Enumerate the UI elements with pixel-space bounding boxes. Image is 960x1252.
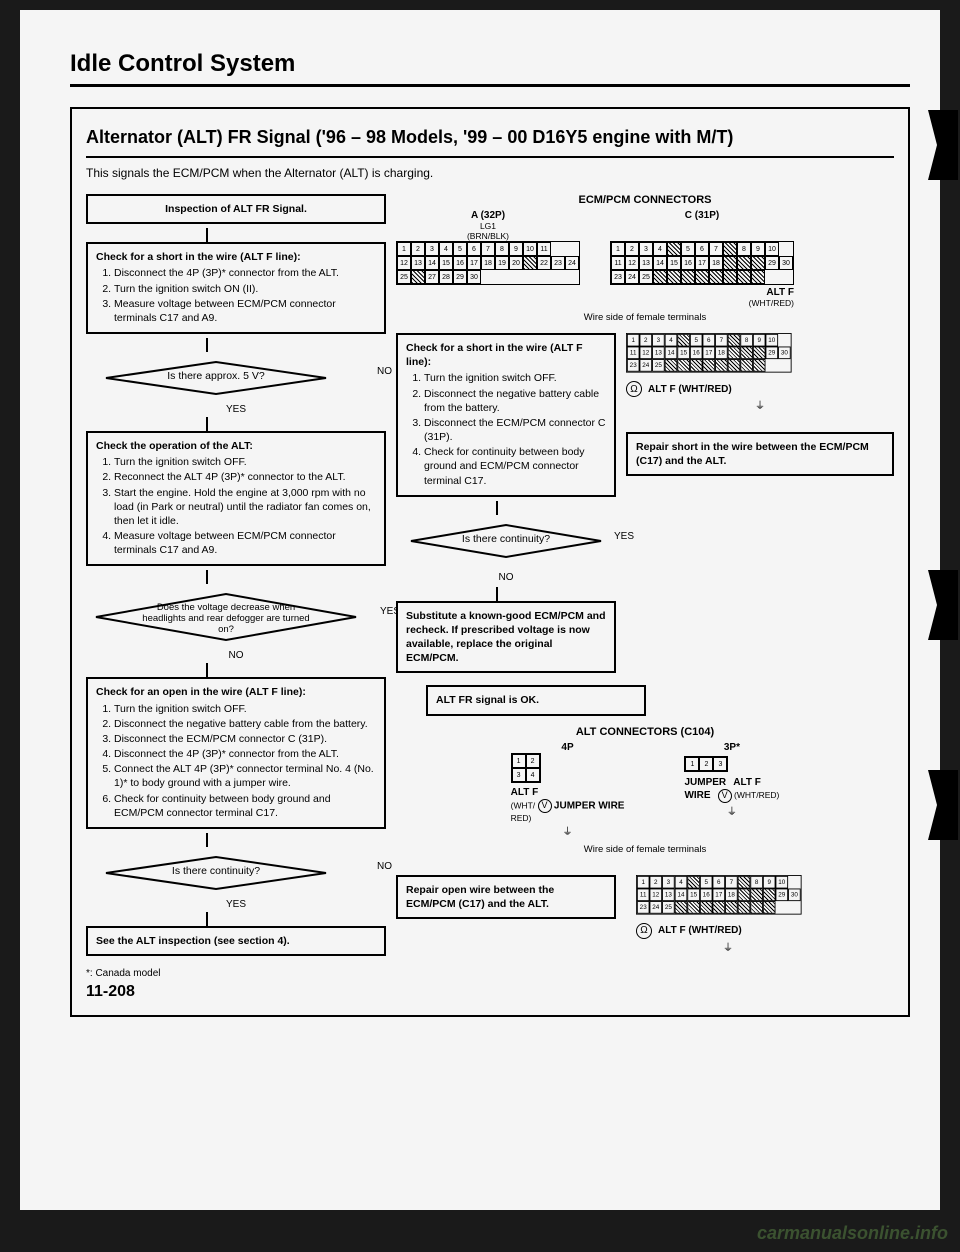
- connector-c31p-bottom: 1234567891011121314151617182930232425 Ω …: [636, 875, 820, 954]
- watermark-text: carmanualsonline.info: [757, 1223, 948, 1244]
- flow-box-alt-fr-ok: ALT FR signal is OK.: [426, 685, 646, 715]
- flow-box-check-alt-operation: Check the operation of the ALT: Turn the…: [86, 431, 386, 566]
- ground-icon: ⏚: [511, 823, 625, 838]
- flow-box-repair-short: Repair short in the wire between the ECM…: [626, 432, 894, 476]
- flow-connector: [206, 570, 386, 584]
- yes-label: YES: [86, 404, 386, 415]
- ecm-connectors-title: ECM/PCM CONNECTORS: [396, 194, 894, 206]
- decision-continuity-1: Is there continuity? NO: [86, 855, 386, 891]
- flow-connector: [206, 663, 386, 677]
- connector-4p: 4P 1 2 3 4 ALT F: [511, 742, 625, 838]
- omega-icon: Ω: [626, 381, 642, 397]
- flow-connector: [206, 912, 386, 926]
- yes-label: YES: [86, 899, 386, 910]
- connector-c31p-side: 1234567891011121314151617182930232425 Ω …: [626, 333, 894, 412]
- flowchart-column: Inspection of ALT FR Signal. Check for a…: [86, 194, 386, 960]
- diagram-column: ECM/PCM CONNECTORS A (32P) LG1(BRN/BLK) …: [396, 194, 894, 960]
- footnote-text: *: Canada model: [86, 968, 894, 979]
- omega-icon: Ω: [636, 923, 652, 939]
- page-title: Idle Control System: [70, 50, 910, 87]
- connector-3p: 3P* 1 2 3 JUMPER ALT F WIRE V (WHT/RED): [684, 742, 779, 838]
- flow-box-repair-open: Repair open wire between the ECM/PCM (C1…: [396, 875, 616, 919]
- flow-connector: [206, 417, 386, 431]
- flow-box-check-open: Check for an open in the wire (ALT F lin…: [86, 677, 386, 829]
- no-label: NO: [396, 567, 616, 585]
- alt-connectors-title: ALT CONNECTORS (C104): [396, 726, 894, 738]
- wire-side-label: Wire side of female terminals: [396, 312, 894, 323]
- flow-box-check-short: Check for a short in the wire (ALT F lin…: [86, 242, 386, 334]
- flow-connector: [496, 587, 616, 601]
- omega-icon: V: [538, 799, 552, 813]
- description-text: This signals the ECM/PCM when the Altern…: [86, 166, 894, 180]
- flow-connector: [206, 228, 386, 242]
- flow-box-inspection: Inspection of ALT FR Signal.: [86, 194, 386, 224]
- flow-connector: [206, 338, 386, 352]
- decision-continuity-2: Is there continuity? YES: [396, 523, 616, 559]
- wire-side-label: Wire side of female terminals: [396, 844, 894, 855]
- decision-5v: Is there approx. 5 V? NO: [86, 360, 386, 396]
- omega-icon: V: [718, 789, 732, 803]
- flow-connector: [496, 501, 616, 515]
- section-title: Alternator (ALT) FR Signal ('96 – 98 Mod…: [86, 127, 894, 158]
- ground-icon: ⏚: [636, 939, 820, 954]
- ground-icon: ⏚: [626, 397, 894, 412]
- flow-box-substitute-ecm: Substitute a known-good ECM/PCM and rech…: [396, 601, 616, 674]
- ground-icon: ⏚: [684, 803, 779, 818]
- connector-a32p: A (32P) LG1(BRN/BLK) 1234567891011121314…: [396, 210, 580, 308]
- flow-box-see-alt-inspection: See the ALT inspection (see section 4).: [86, 926, 386, 956]
- content-frame: Alternator (ALT) FR Signal ('96 – 98 Mod…: [70, 107, 910, 1017]
- no-label: NO: [86, 650, 386, 661]
- page-number: 11-208: [86, 983, 894, 1001]
- decision-voltage-decrease: Does the voltage decrease when headlight…: [86, 592, 386, 642]
- connector-c31p-top: C (31P) 12345678910111213141516171829302…: [610, 210, 794, 308]
- flow-box-check-short-2: Check for a short in the wire (ALT F lin…: [396, 333, 616, 497]
- flow-connector: [206, 833, 386, 847]
